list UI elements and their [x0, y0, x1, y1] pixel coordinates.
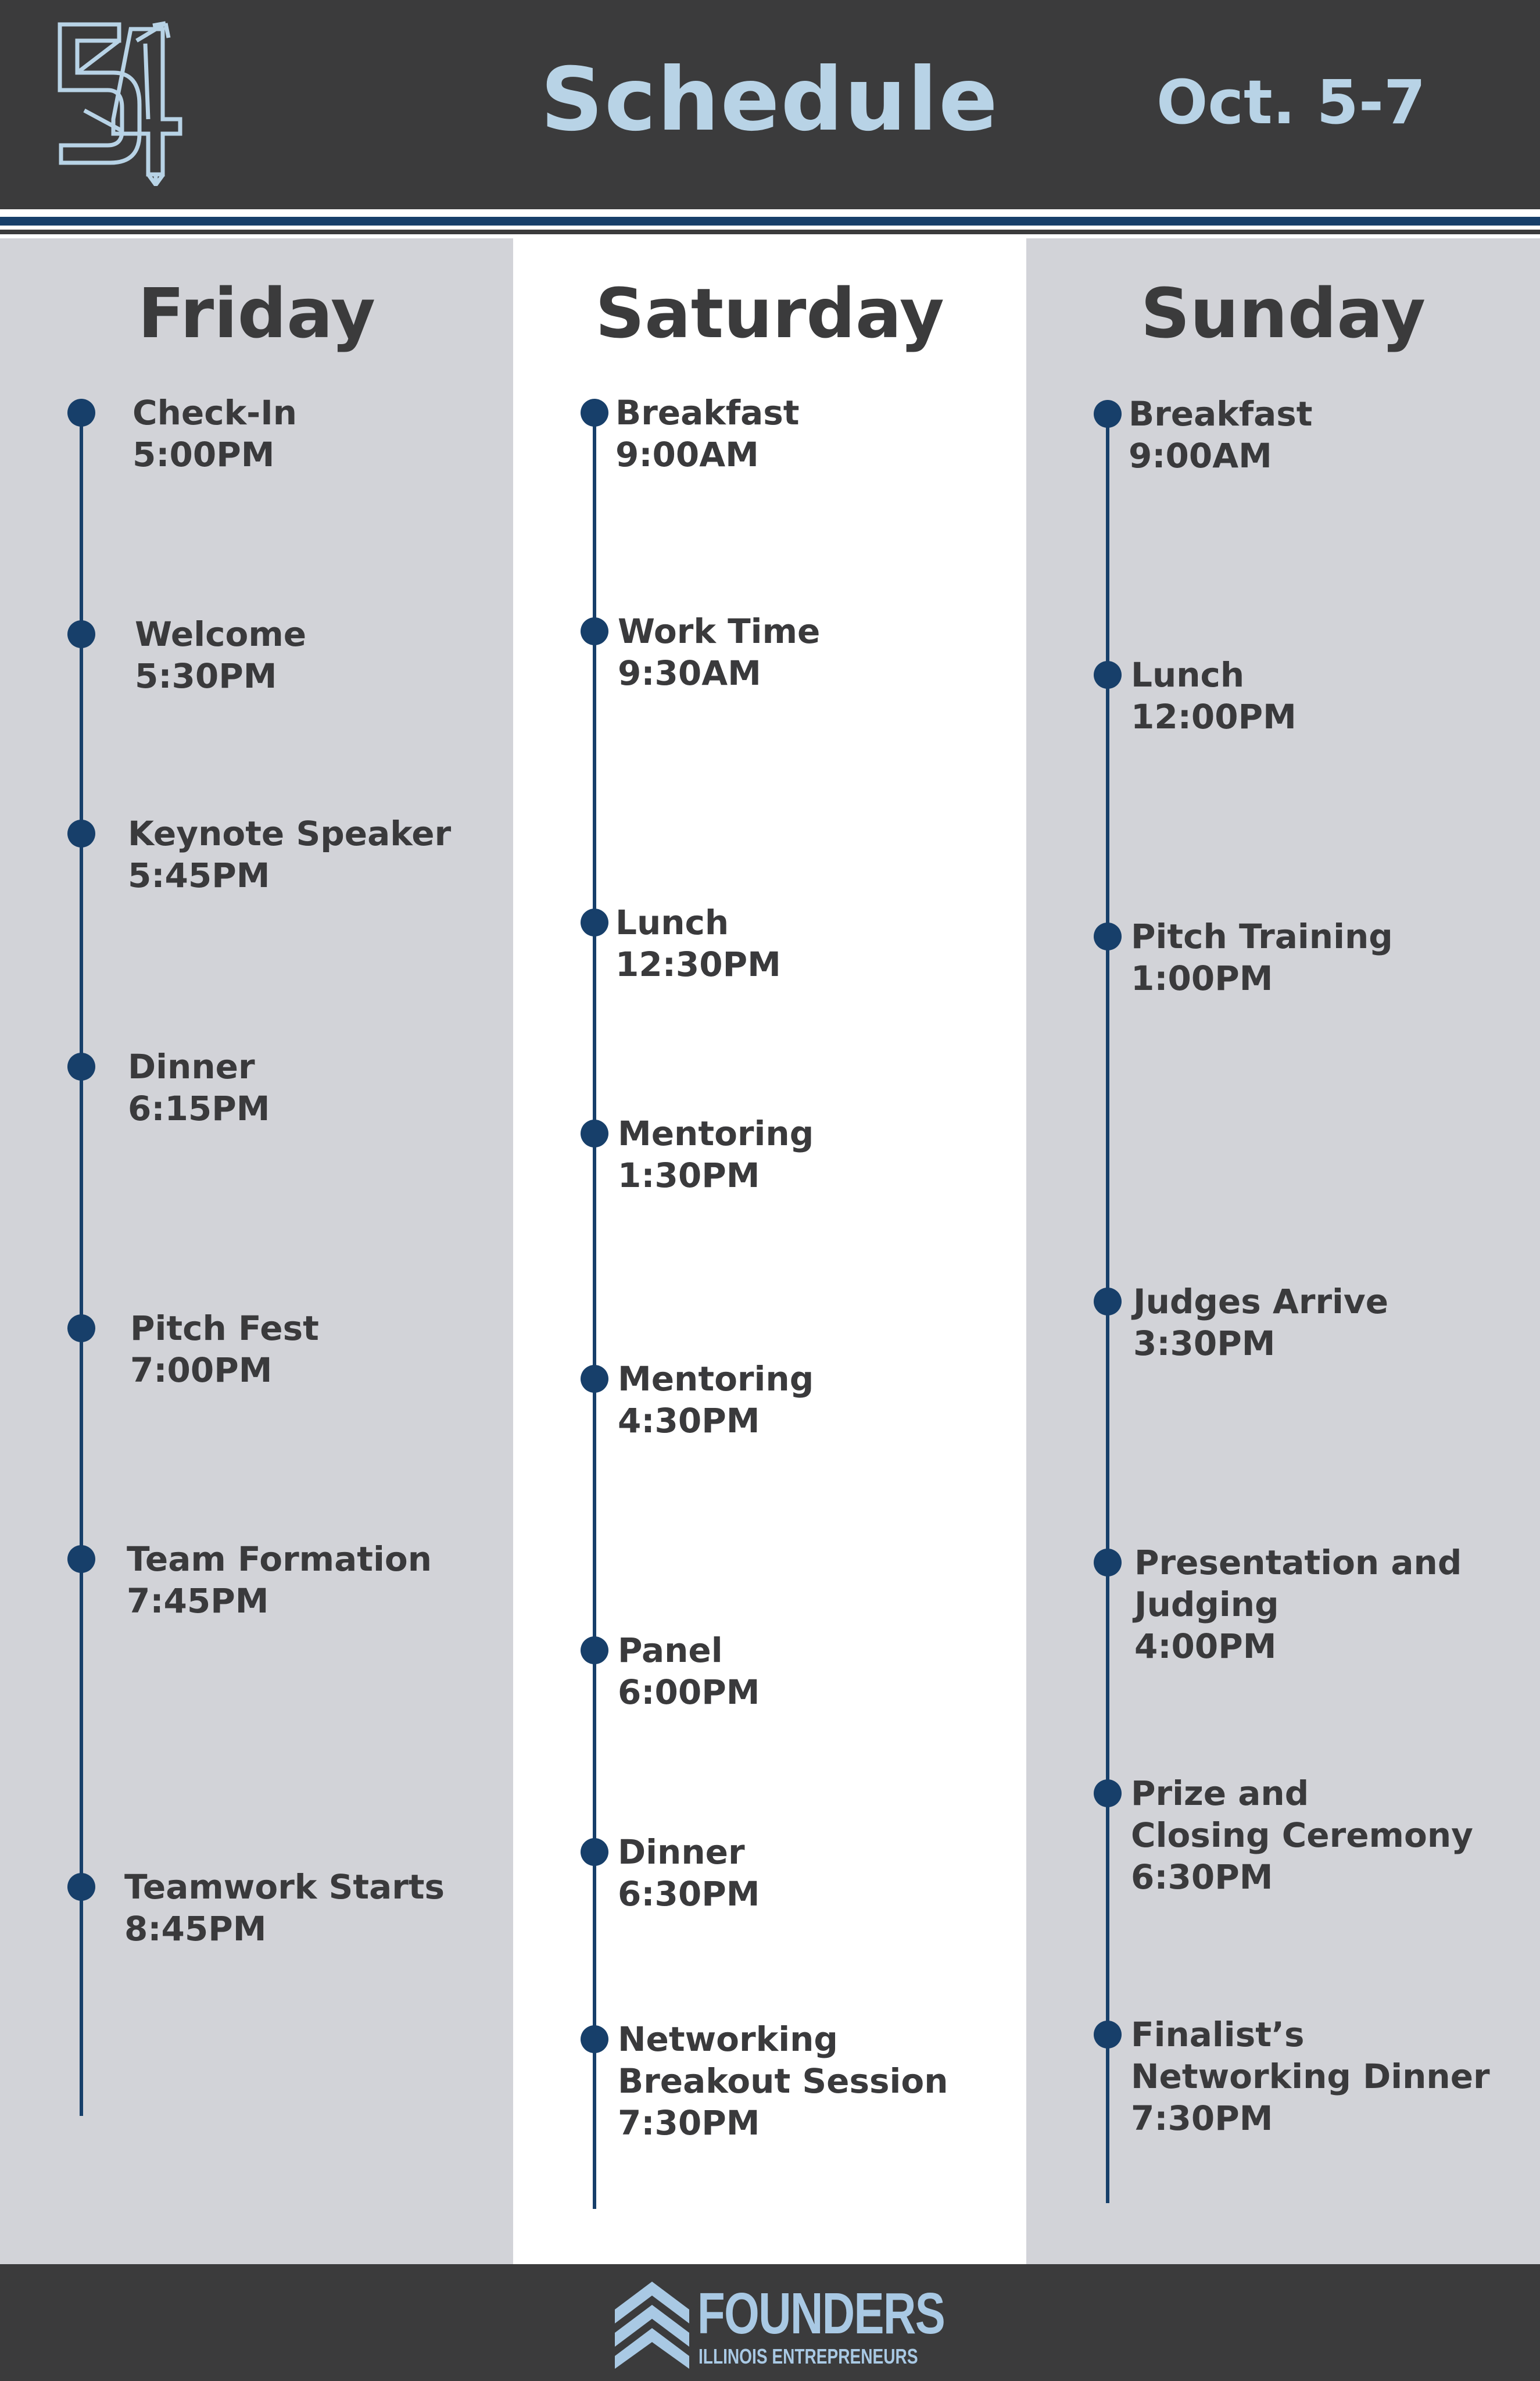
timeline-dot-icon — [581, 909, 608, 936]
day-heading: Friday — [137, 273, 376, 353]
timeline-dot-icon — [581, 617, 608, 645]
event-name-line: Networking — [618, 2019, 838, 2059]
event-time: 8:45PM — [124, 1909, 267, 1949]
event-dates: Oct. 5-7 — [1156, 67, 1426, 138]
timeline-line — [80, 413, 83, 2116]
header: Schedule Oct. 5-7 — [0, 0, 1540, 209]
timeline-dot-icon — [1094, 1549, 1122, 1576]
timeline-dot-icon — [581, 1365, 608, 1393]
page-title: Schedule — [540, 49, 999, 151]
event-name: Panel — [618, 1631, 723, 1670]
event-name: Lunch — [615, 903, 729, 942]
day-heading: Saturday — [595, 273, 944, 353]
event-name: Welcome — [135, 614, 307, 654]
event-time: 12:30PM — [615, 945, 781, 984]
divider — [0, 209, 1540, 217]
day-column-friday: Friday Check-In 5:00PM Welcome 5:30PM Ke… — [0, 238, 513, 2264]
timeline-dot-icon — [581, 1636, 608, 1664]
house-chevron-icon — [615, 2282, 689, 2369]
event-name-line: Closing Ceremony — [1131, 1815, 1473, 1855]
event-time: 3:30PM — [1133, 1324, 1276, 1363]
day-heading: Sunday — [1140, 273, 1426, 353]
timeline-dot-icon — [581, 399, 608, 427]
event-name-line: Breakout Session — [618, 2061, 948, 2101]
event-time: 9:00AM — [615, 435, 759, 474]
timeline-dot-icon — [581, 2025, 608, 2053]
event-time: 7:45PM — [127, 1581, 269, 1621]
event-time: 9:30AM — [618, 653, 761, 693]
event-time: 6:15PM — [128, 1089, 270, 1128]
footer: FOUNDERS ILLINOIS ENTREPRENEURS — [0, 2264, 1540, 2381]
event-time: 5:45PM — [128, 856, 270, 895]
founders-subtitle: ILLINOIS ENTREPRENEURS — [699, 2344, 918, 2368]
event-time: 9:00AM — [1129, 436, 1272, 476]
timeline-dot-icon — [1094, 661, 1122, 689]
divider — [0, 230, 1540, 234]
event-name: Judges Arrive — [1133, 1282, 1389, 1321]
event-name: Lunch — [1131, 655, 1245, 695]
event-name: Pitch Training — [1131, 917, 1393, 956]
day-column-sunday: Sunday Breakfast 9:00AM Lunch 12:00PM Pi… — [1026, 238, 1540, 2264]
event-name: Breakfast — [615, 393, 800, 432]
day-column-saturday: Saturday Breakfast 9:00AM Work Time 9:30… — [513, 238, 1026, 2264]
event-time: 6:30PM — [618, 1874, 760, 1914]
event-name-line: Judging — [1134, 1585, 1279, 1624]
event-time: 1:30PM — [618, 1156, 760, 1195]
event-time: 12:00PM — [1131, 697, 1297, 737]
timeline-dot-icon — [1094, 923, 1122, 950]
event-time: 7:00PM — [130, 1350, 273, 1390]
event-name-line: Prize and — [1131, 1774, 1309, 1813]
event-time: 7:30PM — [618, 2103, 760, 2143]
timeline-dot-icon — [67, 1545, 95, 1573]
timeline-dot-icon — [1094, 1288, 1122, 1315]
event-name: Teamwork Starts — [124, 1867, 445, 1907]
event-name: Pitch Fest — [130, 1309, 319, 1348]
event-name: Team Formation — [127, 1539, 432, 1579]
timeline-dot-icon — [67, 620, 95, 648]
timeline-dot-icon — [67, 820, 95, 848]
event-name-line: Finalist’s — [1131, 2015, 1305, 2054]
timeline-dot-icon — [1094, 1779, 1122, 1807]
divider-accent — [0, 217, 1540, 226]
event-name: Check-In — [132, 393, 298, 432]
timeline-dot-icon — [581, 1838, 608, 1866]
event-time: 4:30PM — [618, 1401, 760, 1440]
event-name: Breakfast — [1129, 394, 1313, 434]
divider — [0, 226, 1540, 230]
timeline-dot-icon — [1094, 400, 1122, 428]
timeline-line — [593, 413, 596, 2209]
event-time: 6:30PM — [1131, 1857, 1273, 1897]
event-name: Mentoring — [618, 1114, 814, 1153]
founders-brand: FOUNDERS — [697, 2281, 946, 2346]
event-name: Dinner — [128, 1047, 255, 1086]
timeline-dot-icon — [67, 1314, 95, 1342]
event-name: Mentoring — [618, 1359, 814, 1399]
fifty-four-logo-icon — [58, 21, 182, 186]
timeline-dot-icon — [581, 1120, 608, 1147]
event-name: Keynote Speaker — [128, 814, 452, 853]
event-time: 7:30PM — [1131, 2098, 1273, 2138]
event-time: 4:00PM — [1134, 1626, 1277, 1666]
event-time: 5:30PM — [135, 656, 277, 696]
event-time: 6:00PM — [618, 1672, 760, 1712]
timeline-dot-icon — [1094, 2021, 1122, 2048]
event-name-line: Presentation and — [1134, 1543, 1462, 1582]
event-name-line: Networking Dinner — [1131, 2057, 1490, 2096]
timeline-dot-icon — [67, 1873, 95, 1901]
timeline-dot-icon — [67, 1053, 95, 1081]
event-name: Dinner — [618, 1832, 745, 1872]
event-time: 5:00PM — [132, 435, 275, 474]
event-time: 1:00PM — [1131, 959, 1273, 998]
timeline-dot-icon — [67, 399, 95, 427]
event-name: Work Time — [618, 612, 821, 651]
